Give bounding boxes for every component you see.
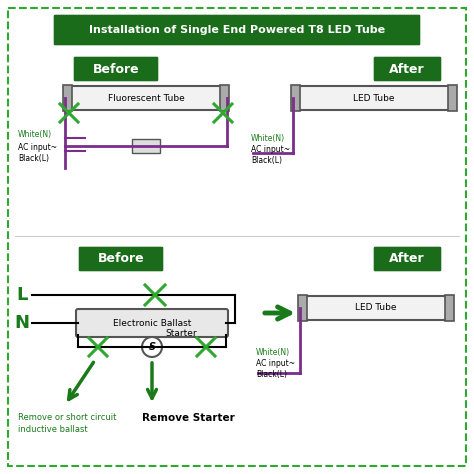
Text: After: After <box>389 63 425 75</box>
Bar <box>220 85 229 111</box>
Text: White(N): White(N) <box>251 134 285 143</box>
Text: Installation of Single End Powered T8 LED Tube: Installation of Single End Powered T8 LE… <box>89 25 385 35</box>
Text: Black(L): Black(L) <box>18 155 49 164</box>
Text: AC input~: AC input~ <box>251 145 290 154</box>
Text: Starter: Starter <box>165 328 197 337</box>
Text: Remove Starter: Remove Starter <box>142 413 235 423</box>
FancyBboxPatch shape <box>305 296 447 320</box>
FancyBboxPatch shape <box>373 56 442 82</box>
FancyBboxPatch shape <box>298 86 450 110</box>
Text: LED Tube: LED Tube <box>355 303 397 312</box>
Text: N: N <box>15 314 29 332</box>
Bar <box>291 85 300 111</box>
Bar <box>132 139 160 153</box>
Bar <box>448 85 457 111</box>
Text: L: L <box>16 286 27 304</box>
Bar <box>445 295 454 321</box>
Text: Remove or short circuit: Remove or short circuit <box>18 413 117 422</box>
FancyBboxPatch shape <box>76 309 228 337</box>
Text: inductive ballast: inductive ballast <box>18 426 88 435</box>
FancyBboxPatch shape <box>70 86 222 110</box>
Text: White(N): White(N) <box>256 348 290 357</box>
FancyBboxPatch shape <box>78 246 164 272</box>
Text: Before: Before <box>98 253 144 265</box>
Text: After: After <box>389 253 425 265</box>
Text: AC input~: AC input~ <box>18 143 57 152</box>
Text: Electronic Ballast: Electronic Ballast <box>113 319 191 328</box>
Text: AC input~: AC input~ <box>256 359 295 368</box>
Text: S: S <box>148 342 155 352</box>
FancyBboxPatch shape <box>373 246 442 272</box>
Bar <box>63 85 72 111</box>
Text: Black(L): Black(L) <box>251 155 282 164</box>
FancyBboxPatch shape <box>53 14 421 46</box>
FancyBboxPatch shape <box>73 56 159 82</box>
Text: White(N): White(N) <box>18 129 52 138</box>
Bar <box>298 295 307 321</box>
Text: Before: Before <box>93 63 139 75</box>
Text: Fluorescent Tube: Fluorescent Tube <box>108 93 184 102</box>
Text: LED Tube: LED Tube <box>353 93 395 102</box>
Circle shape <box>142 337 162 357</box>
Text: Black(L): Black(L) <box>256 371 287 380</box>
